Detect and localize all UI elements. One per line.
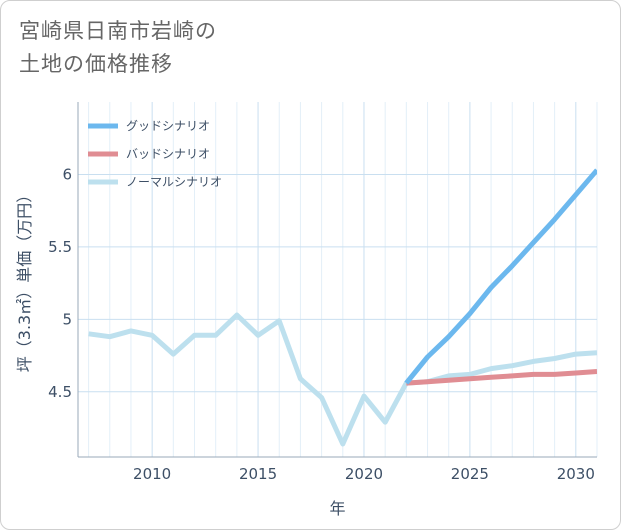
x-tick-label: 2015 [239,465,277,483]
axes: 2010 2015 2020 2025 2030 4.5 5 5.5 6 [48,102,597,483]
series-layer [88,168,597,447]
y-tick-label: 5.5 [48,238,72,256]
chart-title-line-2: 土地の価格推移 [19,52,173,76]
x-tick-label: 2030 [557,465,595,483]
gridlines [78,102,598,457]
x-axis-title: 年 [329,499,345,518]
chart-title-line-1: 宮崎県日南市岩崎の [19,19,217,43]
x-tick-label: 2025 [451,465,489,483]
y-tick-label: 6 [62,165,72,183]
series-line-good [404,168,597,385]
legend-label: ノーマルシナリオ [126,175,222,189]
x-tick-label: 2020 [345,465,383,483]
legend-label: グッドシナリオ [126,119,210,133]
series-line-bad [406,369,597,386]
x-tick-label: 2010 [133,465,171,483]
y-tick-label: 4.5 [48,383,72,401]
y-axis-title: 坪（3.3㎡）単価（万円） [15,187,34,372]
y-tick-label: 5 [62,310,72,328]
legend-label: バッドシナリオ [126,147,210,161]
chart-title: 宮崎県日南市岩崎の 土地の価格推移 [19,15,217,81]
series-line-normal [88,312,597,447]
